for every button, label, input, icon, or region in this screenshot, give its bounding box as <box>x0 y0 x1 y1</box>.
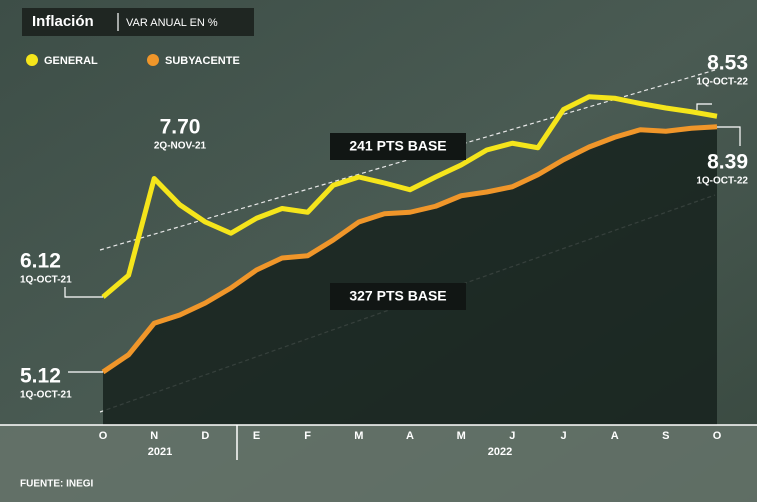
x-tick-label: F <box>304 430 311 442</box>
x-tick-label: M <box>354 430 363 442</box>
annotation-box <box>330 283 466 310</box>
x-tick-label: D <box>201 430 209 442</box>
x-tick-label: A <box>611 430 619 442</box>
annotation: 327 PTS BASE <box>349 288 446 304</box>
point-date: 1Q-OCT-22 <box>696 176 748 187</box>
data-label: 8.53 <box>707 52 748 75</box>
leader-line <box>64 287 103 298</box>
x-tick-label: E <box>253 430 260 442</box>
series-line <box>101 124 718 375</box>
data-label: 5.12 <box>20 365 61 388</box>
chart-title: Inflación <box>32 13 94 30</box>
annotation-box <box>330 133 466 160</box>
year-label: 2022 <box>488 446 512 458</box>
point-date: 1Q-OCT-21 <box>20 275 72 286</box>
point-date: 1Q-OCT-21 <box>20 390 72 401</box>
x-tick-label: N <box>150 430 158 442</box>
title-box <box>22 8 254 36</box>
year-label: 2021 <box>148 446 172 458</box>
x-tick-label: O <box>99 430 108 442</box>
legend-marker <box>26 54 38 66</box>
leader-line <box>696 103 712 110</box>
data-label: 6.12 <box>20 250 61 273</box>
legend-marker <box>147 54 159 66</box>
x-tick-label: A <box>406 430 414 442</box>
chart-subtitle: VAR ANUAL EN % <box>126 17 218 29</box>
legend-label: GENERAL <box>44 55 98 67</box>
series-line <box>101 94 718 299</box>
x-tick-label: J <box>560 430 566 442</box>
data-label: 7.70 <box>160 116 201 139</box>
point-date: 1Q-OCT-22 <box>696 77 748 88</box>
annotation: 241 PTS BASE <box>349 138 446 154</box>
point-date: 2Q-NOV-21 <box>154 141 207 152</box>
legend-label: SUBYACENTE <box>165 55 240 67</box>
x-tick-label: J <box>509 430 515 442</box>
x-tick-label: O <box>713 430 722 442</box>
area <box>103 126 717 425</box>
x-tick-label: M <box>457 430 466 442</box>
axis-band <box>0 425 757 502</box>
data-label: 8.39 <box>707 151 748 174</box>
x-tick-label: S <box>662 430 669 442</box>
leader-line <box>717 126 741 146</box>
source: FUENTE: INEGI <box>20 479 94 490</box>
